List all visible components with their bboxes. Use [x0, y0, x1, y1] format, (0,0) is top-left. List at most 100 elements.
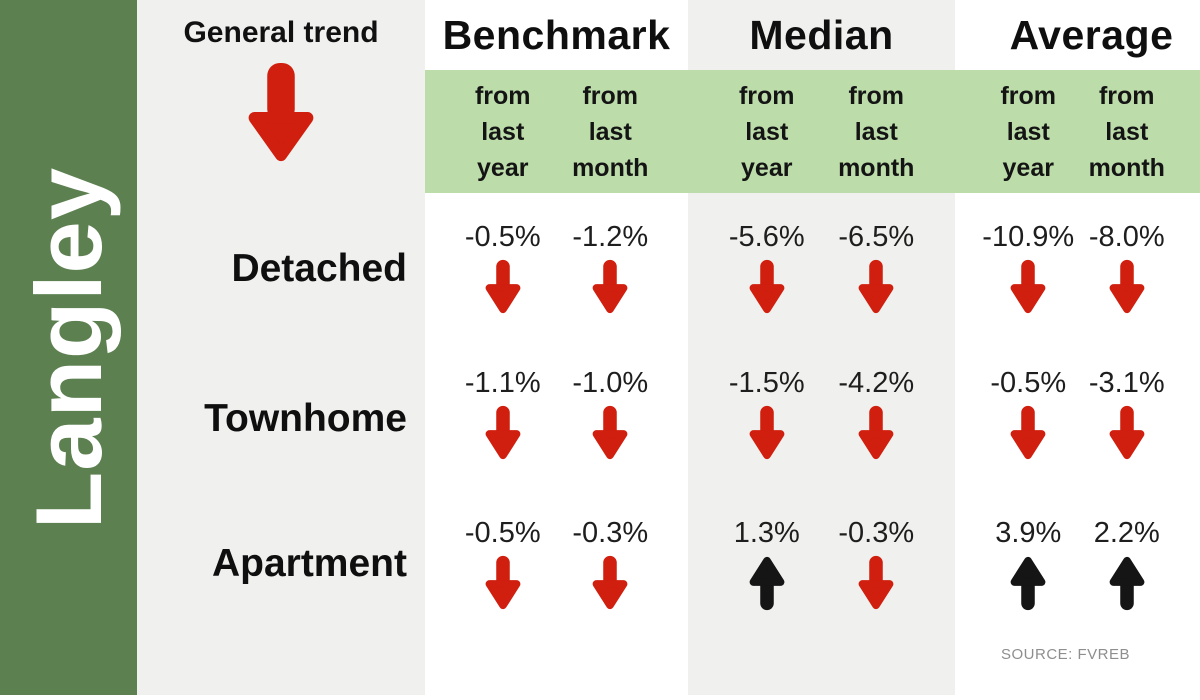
detached-average-cells: -10.9% -8.0% — [955, 220, 1200, 316]
subheader-benchmark-from-last-year: from last year — [449, 78, 557, 186]
townhome-benchmark-cells: -1.1% -1.0% — [425, 366, 688, 462]
general-trend-arrow-icon — [137, 60, 425, 166]
trend-arrow-icon — [854, 554, 898, 612]
stat-cell: -0.5% — [449, 220, 557, 316]
trend-arrow-icon — [854, 258, 898, 316]
subheader-line: last — [854, 118, 898, 146]
city-title: Langley — [15, 166, 121, 529]
apartment-median-cells: 1.3% -0.3% — [688, 516, 955, 612]
column-title-median: Median — [749, 11, 894, 58]
stat-cell: -0.5% — [979, 366, 1078, 462]
stat-cell: -0.3% — [557, 516, 665, 612]
subheader-line: last — [481, 118, 525, 146]
stat-cell: -1.2% — [557, 220, 665, 316]
trend-arrow-icon — [1006, 554, 1050, 612]
apartment-benchmark-cells: -0.5% -0.3% — [425, 516, 688, 612]
stat-value: -1.1% — [464, 367, 541, 399]
detached-median-cells: -5.6% -6.5% — [688, 220, 955, 316]
column-title-benchmark: Benchmark — [442, 11, 671, 58]
stat-cell: -1.1% — [449, 366, 557, 462]
stat-cell: -6.5% — [822, 220, 932, 316]
stat-value: -1.0% — [572, 367, 649, 399]
subheader-line: year — [741, 154, 793, 182]
trend-arrow-icon — [745, 554, 789, 612]
stat-value: -0.5% — [464, 221, 541, 253]
subheader-line: from — [738, 82, 795, 110]
subheader-benchmark: from last year from last month — [425, 72, 688, 192]
stat-value: 3.9% — [995, 517, 1062, 549]
sidebar: Langley — [0, 0, 137, 695]
subheader-line: month — [572, 154, 649, 182]
trend-arrow-icon — [745, 404, 789, 462]
trend-arrow-icon — [588, 258, 632, 316]
stat-cell: -0.5% — [449, 516, 557, 612]
stat-value: -0.5% — [990, 367, 1067, 399]
subheader-line: from — [474, 82, 531, 110]
trend-arrow-icon — [588, 404, 632, 462]
trend-arrow-icon — [1105, 404, 1149, 462]
trend-arrow-icon — [1105, 554, 1149, 612]
stat-cell: -10.9% — [979, 220, 1078, 316]
stat-cell: -1.0% — [557, 366, 665, 462]
stat-cell: -5.6% — [712, 220, 822, 316]
townhome-average-cells: -0.5% -3.1% — [955, 366, 1200, 462]
subheader-line: last — [1006, 118, 1050, 146]
subheader-benchmark-from-last-month: from last month — [557, 78, 665, 186]
subheader-median-from-last-year: from last year — [712, 78, 822, 186]
column-title-average: Average — [1009, 11, 1174, 58]
subheader-line: month — [1088, 154, 1165, 182]
trend-arrow-icon — [1006, 258, 1050, 316]
stat-cell: -1.5% — [712, 366, 822, 462]
stat-value: 1.3% — [733, 517, 800, 549]
apartment-average-cells: 3.9% 2.2% — [955, 516, 1200, 612]
stat-cell: -8.0% — [1078, 220, 1177, 316]
stat-value: -0.3% — [572, 517, 649, 549]
trend-arrow-icon — [481, 258, 525, 316]
townhome-median-cells: -1.5% -4.2% — [688, 366, 955, 462]
stat-value: 2.2% — [1093, 517, 1160, 549]
subheader-median-from-last-month: from last month — [822, 78, 932, 186]
subheader-band — [425, 70, 1200, 193]
stat-cell: 2.2% — [1078, 516, 1177, 612]
detached-benchmark-cells: -0.5% -1.2% — [425, 220, 688, 316]
subheader-line: year — [477, 154, 529, 182]
trend-arrow-icon — [1006, 404, 1050, 462]
subheader-line: from — [1098, 82, 1155, 110]
stat-value: -3.1% — [1088, 367, 1165, 399]
subheader-line: last — [588, 118, 632, 146]
row-label-townhome: Townhome — [204, 397, 407, 440]
subheader-line: from — [1000, 82, 1057, 110]
subheader-line: last — [745, 118, 789, 146]
subheader-line: last — [1105, 118, 1149, 146]
stat-cell: 1.3% — [712, 516, 822, 612]
stat-cell: -3.1% — [1078, 366, 1177, 462]
stat-cell: -4.2% — [822, 366, 932, 462]
stat-cell: 3.9% — [979, 516, 1078, 612]
stat-value: -5.6% — [728, 221, 805, 253]
stat-value: -4.2% — [838, 367, 915, 399]
trend-arrow-icon — [481, 554, 525, 612]
subheader-median: from last year from last month — [688, 72, 955, 192]
trend-arrow-icon — [1105, 258, 1149, 316]
bottom-margin — [0, 695, 1200, 700]
stat-value: -0.3% — [838, 517, 915, 549]
subheader-average: from last year from last month — [955, 72, 1200, 192]
subheader-line: month — [838, 154, 915, 182]
subheader-line: from — [848, 82, 905, 110]
stat-value: -0.5% — [464, 517, 541, 549]
row-label-apartment: Apartment — [211, 542, 407, 585]
subheader-average-from-last-month: from last month — [1078, 78, 1177, 186]
stat-value: -1.2% — [572, 221, 649, 253]
row-label-detached: Detached — [231, 247, 407, 290]
subheader-line: from — [582, 82, 639, 110]
stat-value: -8.0% — [1088, 221, 1165, 253]
subheader-line: year — [1002, 154, 1054, 182]
stat-value: -1.5% — [728, 367, 805, 399]
source-credit: SOURCE: FVREB — [1001, 646, 1131, 663]
stat-value: -6.5% — [838, 221, 915, 253]
trend-arrow-icon — [854, 404, 898, 462]
trend-arrow-icon — [588, 554, 632, 612]
trend-arrow-icon — [481, 404, 525, 462]
trend-arrow-icon — [745, 258, 789, 316]
